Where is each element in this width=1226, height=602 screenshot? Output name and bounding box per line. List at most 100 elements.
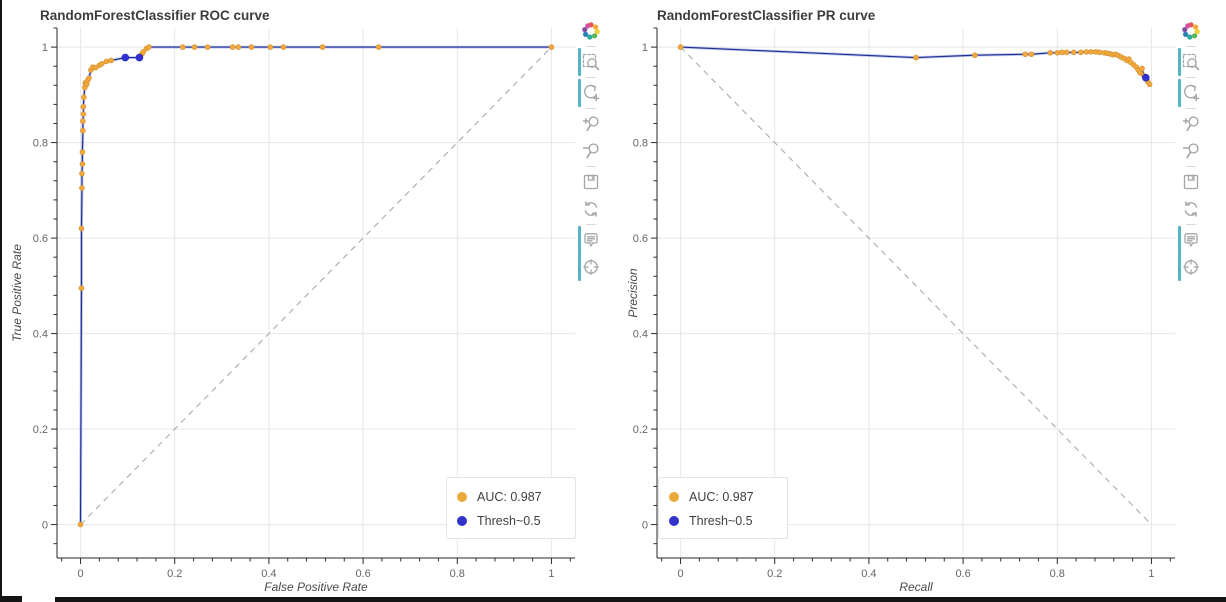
- active-tool-indicator: [578, 253, 581, 281]
- x-tick-label: 0.2: [767, 568, 782, 580]
- zoom-in-icon: [1182, 116, 1199, 132]
- active-tool-indicator: [1178, 253, 1181, 281]
- tool-save-button[interactable]: [578, 170, 604, 194]
- axes: [651, 27, 1175, 564]
- thresh-legend-marker: [457, 516, 467, 526]
- diagonal-reference-line: [80, 46, 552, 525]
- toolbar-separator: [586, 108, 596, 109]
- gridlines: [657, 28, 1175, 558]
- x-tick-label: 1: [1148, 568, 1154, 580]
- tool-hover-button[interactable]: [1178, 226, 1204, 254]
- toolbar-separator: [586, 46, 596, 47]
- gridlines: [57, 28, 575, 558]
- curve-markers: [77, 44, 555, 528]
- tool-save-button[interactable]: [1178, 170, 1204, 194]
- reset-icon: [1184, 201, 1198, 217]
- curve-markers: [677, 44, 1153, 88]
- tool-zoom-out-button[interactable]: [578, 139, 604, 163]
- y-tick-label: 0.8: [633, 138, 648, 150]
- toolbar-separator: [586, 166, 596, 167]
- x-tick-label: 0.8: [450, 568, 465, 580]
- tool-reset-button[interactable]: [578, 197, 604, 221]
- y-tick-label: 0.4: [33, 329, 48, 341]
- pr-plot: 0 0.2 0.4 0.6 0.8 1 0 0.2 0.4 0.6 0.8 1: [633, 27, 1175, 580]
- thresh-legend-label: Thresh~0.5: [477, 514, 541, 528]
- active-tool-indicator: [578, 79, 581, 107]
- crosshair-icon: [583, 259, 599, 275]
- roc-legend: AUC: 0.987 Thresh~0.5: [446, 477, 576, 539]
- x-tick-label: 1: [548, 568, 554, 580]
- tool-wheel-zoom-button[interactable]: [1178, 79, 1204, 107]
- toolbar-separator: [586, 77, 596, 78]
- tool-zoom-in-button[interactable]: [578, 112, 604, 136]
- pr-chart-title: RandomForestClassifier PR curve: [657, 8, 876, 23]
- legend-entry-auc: AUC: 0.987: [457, 487, 542, 507]
- box-zoom-icon: [582, 53, 600, 71]
- y-tick-label: 0.2: [33, 424, 48, 436]
- x-tick-label: 0.6: [355, 568, 370, 580]
- legend-entry-thresh: Thresh~0.5: [457, 511, 541, 531]
- bokeh-logo-icon: [1182, 22, 1200, 40]
- auc-legend-label: AUC: 0.987: [477, 490, 542, 504]
- tool-reset-button[interactable]: [1178, 197, 1204, 221]
- auc-legend-marker: [669, 492, 679, 502]
- tool-wheel-zoom-button[interactable]: [578, 79, 604, 107]
- thresh-legend-label: Thresh~0.5: [689, 514, 753, 528]
- zoom-out-icon: [582, 143, 599, 159]
- tick-labels: 0 0.2 0.4 0.6 0.8 1 0 0.2 0.4 0.6 0.8 1: [633, 42, 1155, 580]
- x-tick-label: 0: [77, 568, 83, 580]
- toolbar-separator: [1186, 77, 1196, 78]
- toolbar-separator: [586, 224, 596, 225]
- tool-box-zoom-button[interactable]: [578, 48, 604, 76]
- pr-legend: AUC: 0.987 Thresh~0.5: [658, 477, 788, 539]
- tool-hover-button[interactable]: [578, 226, 604, 254]
- wheel-zoom-icon: [1184, 84, 1200, 102]
- y-tick-label: 0.6: [633, 233, 648, 245]
- roc-toolbar: [578, 16, 608, 282]
- roc-xaxis-label: False Positive Rate: [264, 580, 368, 594]
- window-edge-corner: [0, 596, 22, 602]
- hover-icon: [1184, 233, 1198, 248]
- tool-crosshair-button[interactable]: [578, 253, 604, 281]
- tick-labels: 0 0.2 0.4 0.6 0.8 1 0 0.2 0.4 0.6 0.8 1: [33, 42, 555, 580]
- active-tool-indicator: [1178, 79, 1181, 107]
- roc-curve: [77, 44, 555, 528]
- legend-entry-auc: AUC: 0.987: [669, 487, 754, 507]
- roc-plot: 0 0.2 0.4 0.6 0.8 1 0 0.2 0.4 0.6 0.8 1: [33, 27, 575, 580]
- auc-legend-label: AUC: 0.987: [689, 490, 754, 504]
- bokeh-logo[interactable]: [1178, 19, 1204, 43]
- y-tick-label: 1: [642, 42, 648, 54]
- active-tool-indicator: [578, 226, 581, 254]
- y-tick-label: 0.8: [33, 138, 48, 150]
- zoom-in-icon: [582, 116, 599, 132]
- thresh-legend-marker: [669, 516, 679, 526]
- box-zoom-icon: [1182, 53, 1200, 71]
- pr-toolbar: [1178, 16, 1208, 282]
- zoom-out-icon: [1182, 143, 1199, 159]
- x-tick-label: 0.4: [261, 568, 276, 580]
- tool-zoom-out-button[interactable]: [1178, 139, 1204, 163]
- bokeh-logo[interactable]: [578, 19, 604, 43]
- axes: [51, 27, 575, 564]
- y-tick-label: 0: [642, 520, 648, 532]
- pr-xaxis-label: Recall: [899, 580, 933, 594]
- window-edge-left: [0, 0, 2, 602]
- x-tick-label: 0: [677, 568, 683, 580]
- toolbar-separator: [1186, 224, 1196, 225]
- save-icon: [1183, 174, 1199, 190]
- roc-yaxis-label: True Positive Rate: [10, 244, 24, 342]
- roc-chart-title: RandomForestClassifier ROC curve: [40, 8, 270, 23]
- pr-yaxis-label: Precision: [626, 268, 640, 318]
- y-tick-label: 0.2: [633, 424, 648, 436]
- tool-box-zoom-button[interactable]: [1178, 48, 1204, 76]
- legend-entry-thresh: Thresh~0.5: [669, 511, 753, 531]
- y-tick-label: 0.6: [33, 233, 48, 245]
- tool-crosshair-button[interactable]: [1178, 253, 1204, 281]
- active-tool-indicator: [578, 48, 581, 76]
- pr-curve: [677, 44, 1153, 88]
- active-tool-indicator: [1178, 48, 1181, 76]
- tool-zoom-in-button[interactable]: [1178, 112, 1204, 136]
- reset-icon: [584, 201, 598, 217]
- toolbar-separator: [1186, 108, 1196, 109]
